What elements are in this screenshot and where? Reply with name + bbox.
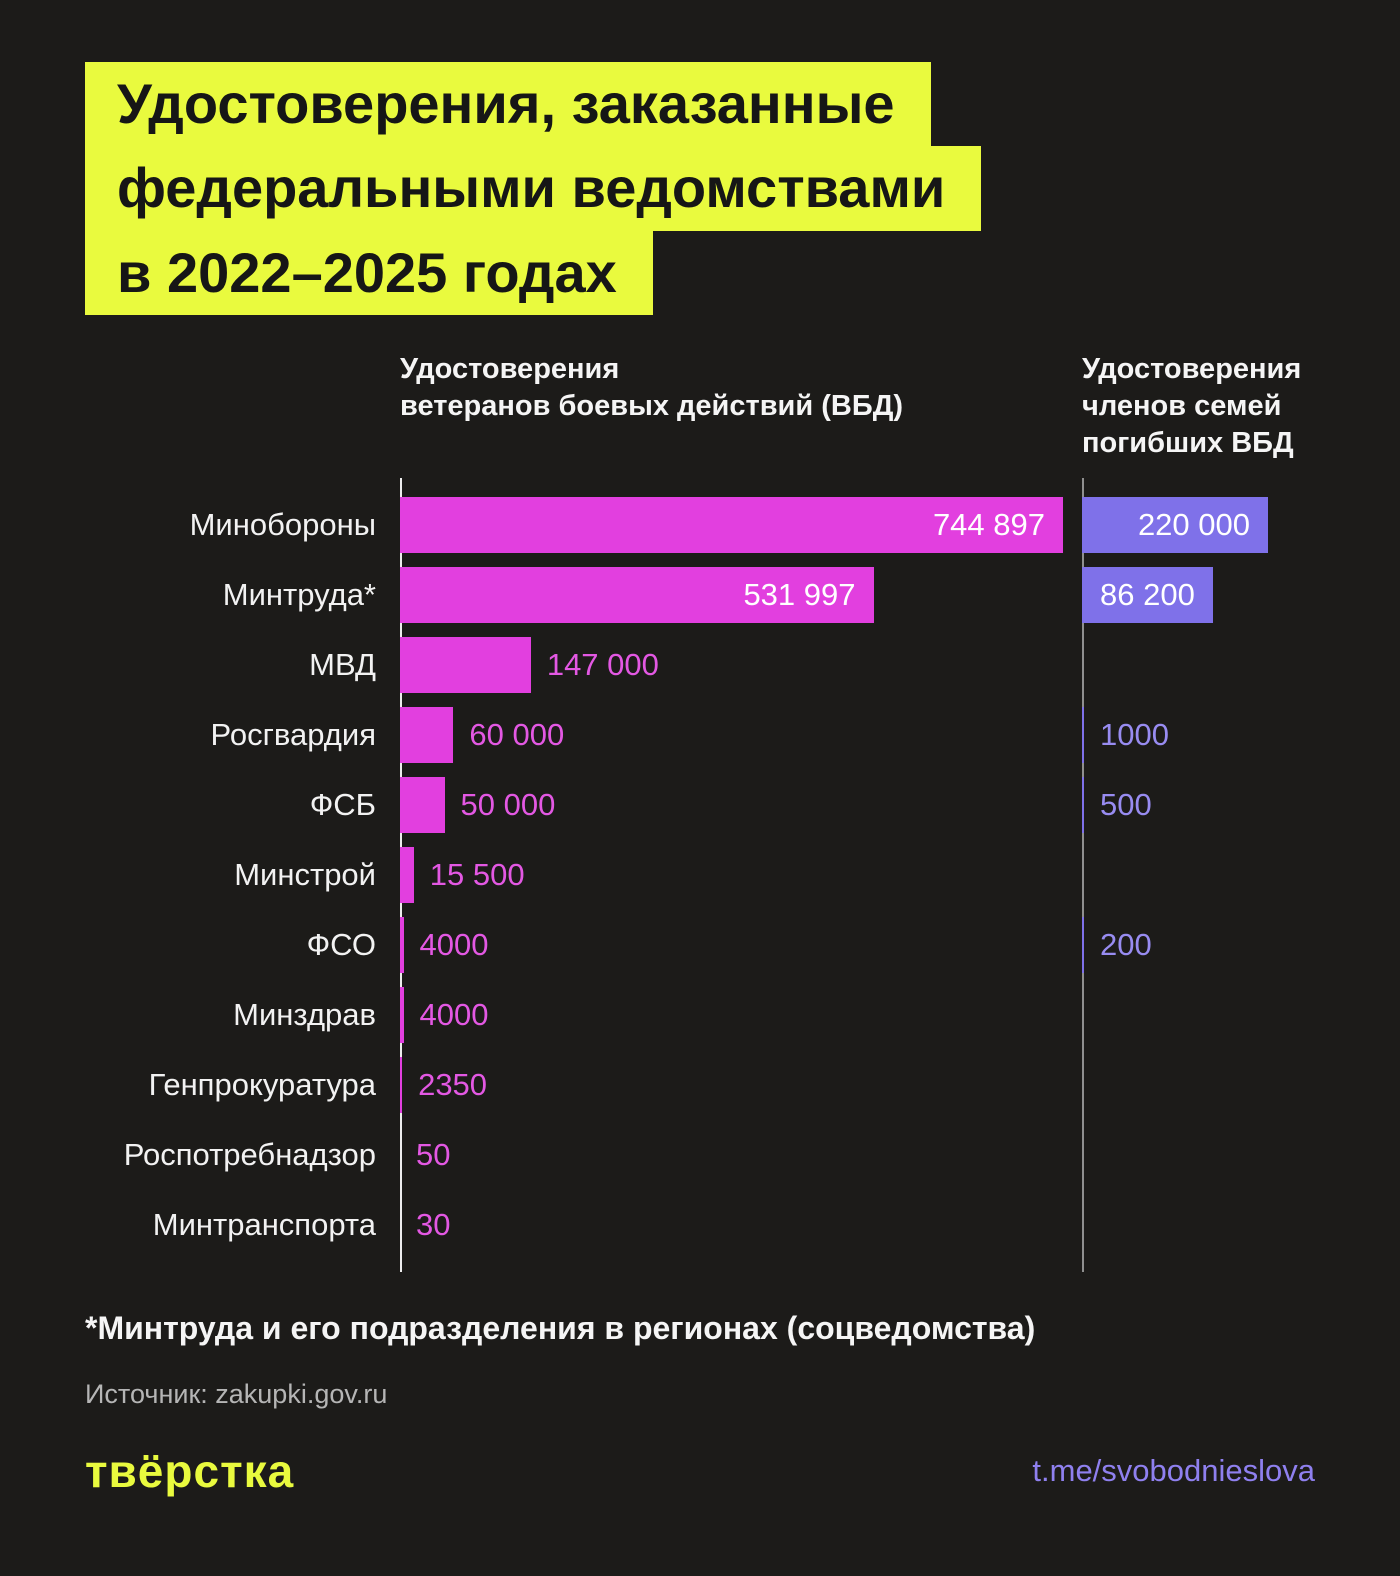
page-title-line-3: в 2022–2025 годах <box>85 230 653 315</box>
bar-vbd <box>400 917 404 974</box>
bar-value: 220 000 <box>1137 507 1250 543</box>
cell-family: 220 000 <box>1082 490 1315 560</box>
cell-family <box>1082 980 1315 1050</box>
row-label: Генпрокуратура <box>148 1067 376 1103</box>
chart-row: ФСБ 50 000 500 <box>85 770 1315 840</box>
bar-value: 4000 <box>419 997 489 1033</box>
chart-row: Минстрой 15 500 <box>85 840 1315 910</box>
bar-value: 50 <box>416 1137 451 1173</box>
chart-row: Генпрокуратура 2350 <box>85 1050 1315 1120</box>
cell-family <box>1082 840 1315 910</box>
cell-family: 200 <box>1082 910 1315 980</box>
bar-family: 86 200 <box>1082 567 1213 624</box>
chart-row: Минтранспорта 30 <box>85 1190 1315 1260</box>
bar-vbd <box>400 707 454 764</box>
chart-row: ФСО 4000 200 <box>85 910 1315 980</box>
row-label: Минздрав <box>233 997 376 1033</box>
row-label: ФСО <box>306 927 376 963</box>
verstka-logo: твёрстка <box>85 1445 295 1498</box>
cell-vbd: 50 000 <box>400 770 1082 840</box>
row-label: Роспотребнадзор <box>123 1137 376 1173</box>
bar-value: 744 897 <box>932 507 1045 543</box>
row-label: Минтранспорта <box>152 1207 376 1243</box>
bar-value: 500 <box>1100 787 1152 823</box>
chart-row: Минтруда* 531 997 86 200 <box>85 560 1315 630</box>
cell-family: 500 <box>1082 770 1315 840</box>
cell-family <box>1082 1190 1315 1260</box>
chart-row: МВД 147 000 <box>85 630 1315 700</box>
cell-vbd: 744 897 <box>400 490 1082 560</box>
cell-family: 1000 <box>1082 700 1315 770</box>
bar-value: 200 <box>1100 927 1152 963</box>
bar-value: 86 200 <box>1100 577 1195 613</box>
bar-value: 4000 <box>419 927 489 963</box>
chart-row: Роспотребнадзор 50 <box>85 1120 1315 1190</box>
cell-vbd: 30 <box>400 1190 1082 1260</box>
row-label: МВД <box>309 647 376 683</box>
chart-row: Росгвардия 60 000 1000 <box>85 700 1315 770</box>
chart-rows: Минобороны 744 897 220 000 Минтруда* 531 997… <box>85 490 1315 1260</box>
bar-value: 1000 <box>1100 717 1169 753</box>
source-caption: Источник: zakupki.gov.ru <box>85 1379 388 1410</box>
bar-family <box>1082 917 1084 974</box>
bar-vbd <box>400 987 404 1044</box>
bar-value: 147 000 <box>546 647 659 683</box>
cell-vbd: 531 997 <box>400 560 1082 630</box>
cell-family: 86 200 <box>1082 560 1315 630</box>
bar-vbd <box>400 777 445 834</box>
footnote: *Минтруда и его подразделения в регионах… <box>85 1310 1036 1347</box>
page-title-line-1: Удостоверения, заказанные <box>85 62 931 147</box>
bar-value: 15 500 <box>429 857 525 893</box>
bar-vbd: 744 897 <box>400 497 1063 554</box>
footer: твёрстка t.me/svobodnieslova <box>85 1444 1315 1498</box>
chart-row: Минобороны 744 897 220 000 <box>85 490 1315 560</box>
bar-family <box>1082 777 1084 834</box>
bar-family: 220 000 <box>1082 497 1268 554</box>
cell-family <box>1082 1050 1315 1120</box>
bar-value: 60 000 <box>469 717 565 753</box>
cell-family <box>1082 1120 1315 1190</box>
row-label: Минтруда* <box>222 577 376 613</box>
page-title: Удостоверения, заказанные федеральными в… <box>0 0 1400 315</box>
page-title-line-2: федеральными ведомствами <box>85 146 982 231</box>
bar-vbd <box>400 1057 403 1114</box>
row-label: Минобороны <box>189 507 376 543</box>
bar-value: 531 997 <box>743 577 856 613</box>
axis-family <box>1082 478 1084 1273</box>
bar-value: 30 <box>416 1207 451 1243</box>
cell-family <box>1082 630 1315 700</box>
cell-vbd: 2350 <box>400 1050 1082 1120</box>
row-label: ФСБ <box>309 787 376 823</box>
bar-chart: Минобороны 744 897 220 000 Минтруда* 531 997… <box>85 478 1315 1273</box>
cell-vbd: 15 500 <box>400 840 1082 910</box>
bar-vbd: 531 997 <box>400 567 874 624</box>
bar-vbd <box>400 637 531 694</box>
cell-vbd: 4000 <box>400 980 1082 1050</box>
bar-value: 2350 <box>418 1067 488 1103</box>
telegram-link[interactable]: t.me/svobodnieslova <box>1032 1453 1315 1489</box>
row-label: Минстрой <box>234 857 376 893</box>
cell-vbd: 60 000 <box>400 700 1082 770</box>
column-headers: Удостоверения ветеранов боевых действий … <box>85 351 1315 462</box>
row-label: Росгвардия <box>210 717 376 753</box>
cell-vbd: 50 <box>400 1120 1082 1190</box>
cell-vbd: 4000 <box>400 910 1082 980</box>
column-headers-spacer <box>85 351 400 462</box>
bar-vbd <box>400 847 414 904</box>
cell-vbd: 147 000 <box>400 630 1082 700</box>
column-header-family: Удостоверения членов семей погибших ВБД <box>1082 352 1302 460</box>
bar-family <box>1082 707 1084 764</box>
bar-value: 50 000 <box>460 787 556 823</box>
column-header-vbd: Удостоверения ветеранов боевых действий … <box>400 352 904 423</box>
chart-row: Минздрав 4000 <box>85 980 1315 1050</box>
